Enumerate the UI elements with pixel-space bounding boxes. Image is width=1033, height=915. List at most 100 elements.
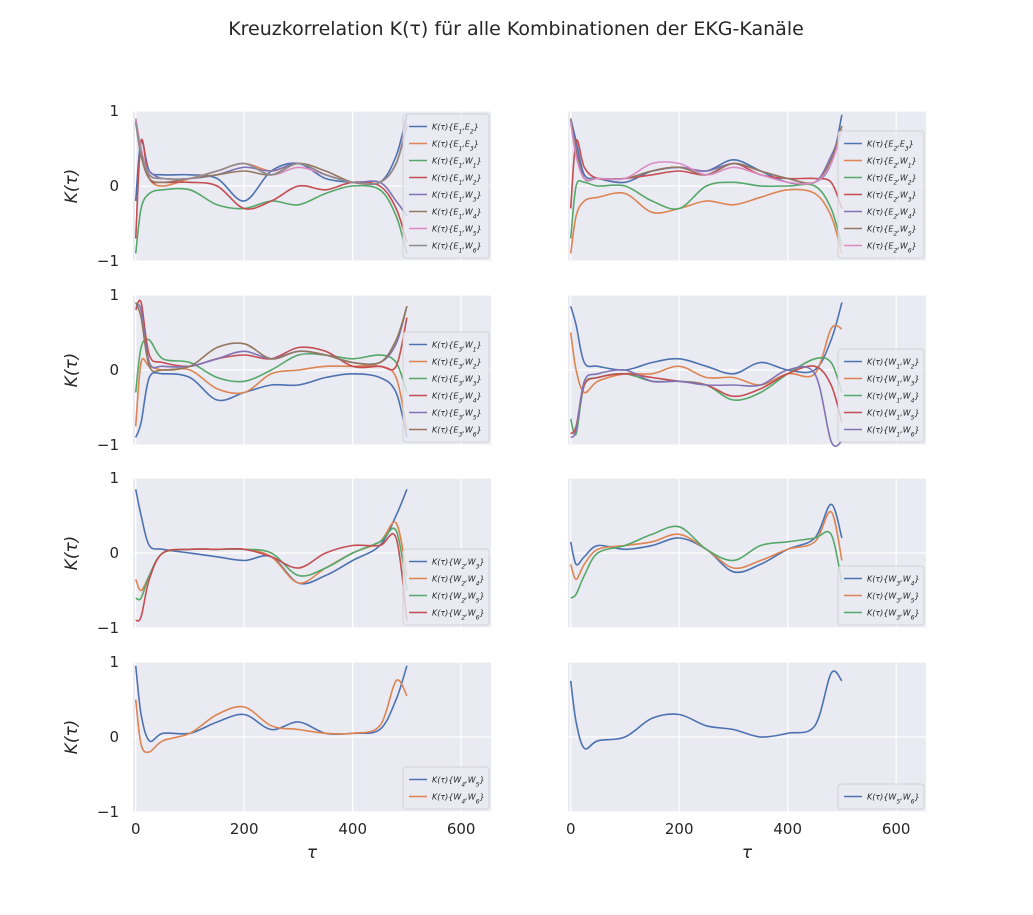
legend-label: K(τ){W2,W5}: [432, 592, 485, 605]
legend-label: K(τ){E1,W1}: [432, 157, 482, 170]
legend-label: K(τ){W2,W4}: [432, 575, 485, 588]
legend-label: K(τ){E1,W2}: [432, 174, 482, 187]
series-line: [569, 179, 843, 247]
legend-label: K(τ){E2,W4}: [867, 208, 917, 221]
legend-label: K(τ){W2,W3}: [432, 558, 485, 571]
legend-label: K(τ){E2,W3}: [867, 191, 917, 204]
subplot-2: K(τ){E2,E3} K(τ){E2,W1} K(τ){E2,W2} K(τ){E2…: [568, 110, 926, 262]
legend-label: K(τ){E2,W2}: [867, 174, 917, 187]
y-tick-label: 0: [109, 728, 119, 746]
y-tick-label: −1: [97, 619, 119, 637]
legend-label: K(τ){W1,W4}: [867, 392, 920, 405]
series-line: [569, 188, 843, 254]
legend-label: K(τ){W1,W5}: [867, 409, 920, 422]
x-axis-label: τ: [307, 843, 318, 863]
series-line: [135, 527, 408, 601]
legend-label: K(τ){W2,W6}: [432, 609, 485, 622]
legend-box: [837, 565, 925, 626]
legend-label: K(τ){W1,W3}: [867, 375, 920, 388]
legend-label: K(τ){E3,W3}: [432, 375, 482, 388]
series-line: [134, 338, 408, 393]
y-tick-label: 0: [109, 177, 119, 195]
x-tick-label: 600: [447, 820, 476, 838]
y-axis-label: K(τ): [62, 720, 82, 755]
legend-label: K(τ){E1,W4}: [432, 208, 482, 221]
legend-label: K(τ){E3,W6}: [432, 426, 482, 439]
series-line: [134, 665, 408, 743]
series-line: [569, 122, 843, 185]
legend-label: K(τ){E3,W1}: [432, 341, 482, 354]
y-axis-label: K(τ): [62, 169, 82, 204]
legend-label: K(τ){W4,W6}: [432, 793, 485, 806]
subplot-7: −1 0 1 0 200 400 600 K(τ) τ K(τ){W4,W5} K(τ){W4,W6…: [62, 653, 491, 863]
subplot-3: −1 0 1 K(τ) K(τ){E3,W1} K(τ){E3,W2} K(τ){E3,W3…: [62, 286, 491, 454]
legend-box: [402, 548, 490, 626]
series-line: [134, 299, 408, 371]
legend-label: K(τ){E3,W2}: [432, 358, 482, 371]
legend-label: K(τ){W1,W6}: [867, 426, 920, 439]
legend-label: K(τ){W3,W4}: [867, 575, 920, 588]
x-tick-label: 200: [665, 820, 694, 838]
series-line: [134, 184, 408, 254]
x-tick-label: 600: [882, 820, 911, 838]
y-tick-label: −1: [97, 252, 119, 270]
legend-label: K(τ){W1,W2}: [867, 358, 920, 371]
series-line: [569, 510, 843, 581]
legend-label: K(τ){E1,W5}: [432, 225, 482, 238]
legend-label: K(τ){W5,W6}: [867, 793, 920, 806]
x-tick-label: 400: [338, 820, 367, 838]
subplot-6: K(τ){W3,W4} K(τ){W3,W5} K(τ){W3,W6}: [568, 477, 926, 629]
legend-label: K(τ){E1,E3}: [432, 140, 479, 153]
series-line: [569, 670, 843, 750]
legend-box: [402, 766, 490, 810]
series-line: [134, 488, 408, 585]
legend-box: [837, 130, 925, 259]
y-tick-label: 1: [109, 102, 119, 120]
legend-label: K(τ){E3,W4}: [432, 392, 482, 405]
x-axis-label: τ: [742, 843, 753, 863]
legend-label: K(τ){W3,W5}: [867, 592, 920, 605]
figure-title: Kreuzkorrelation K(τ) für alle Kombinati…: [228, 18, 804, 40]
series-line: [570, 365, 843, 448]
series-line: [134, 679, 408, 754]
legend-box: [837, 783, 925, 810]
legend-label: K(τ){E2,E3}: [867, 140, 914, 153]
y-axis-label: K(τ): [62, 536, 82, 571]
subplot-8: 0 200 400 600 τ K(τ){W5,W6}: [566, 661, 926, 863]
legend-box: [402, 113, 490, 259]
series-line: [569, 503, 843, 574]
x-tick-label: 400: [773, 820, 802, 838]
subplot-1: −1 0 1 K(τ) K(τ){E1,E2} K(τ){E1,E3} K(τ){E1,W1…: [62, 102, 491, 270]
y-tick-label: −1: [97, 803, 119, 821]
legend-label: K(τ){W4,W5}: [432, 776, 485, 789]
y-tick-label: 0: [109, 361, 119, 379]
series-line: [570, 525, 843, 599]
legend-label: K(τ){E2,W6}: [867, 242, 917, 255]
legend-box: [837, 348, 925, 443]
x-tick-label: 0: [131, 820, 141, 838]
series-line: [134, 302, 408, 373]
legend-label: K(τ){E2,W1}: [867, 157, 917, 170]
series-line: [134, 371, 408, 438]
legend-box: [402, 331, 490, 443]
y-tick-label: 1: [109, 653, 119, 671]
series-line: [135, 532, 408, 622]
x-tick-label: 0: [566, 820, 576, 838]
y-tick-label: 1: [109, 286, 119, 304]
legend-label: K(τ){E2,W5}: [867, 225, 917, 238]
series-line: [569, 139, 843, 209]
x-tick-label: 200: [230, 820, 259, 838]
subplot-4: K(τ){W1,W2} K(τ){W1,W3} K(τ){W1,W4} K(τ){W1…: [568, 294, 926, 448]
legend-label: K(τ){W3,W6}: [867, 609, 920, 622]
y-tick-label: 1: [109, 469, 119, 487]
y-tick-label: −1: [97, 436, 119, 454]
legend-label: K(τ){E1,W6}: [432, 242, 482, 255]
series-line: [134, 122, 408, 185]
subplot-grid: −1 0 1 K(τ) K(τ){E1,E2} K(τ){E1,E3} K(τ){E1,W1…: [62, 102, 926, 863]
series-line: [569, 324, 843, 394]
legend-label: K(τ){E1,E2}: [432, 123, 479, 136]
y-axis-label: K(τ): [62, 353, 82, 388]
legend-label: K(τ){E1,W3}: [432, 191, 482, 204]
legend-label: K(τ){E3,W5}: [432, 409, 482, 422]
